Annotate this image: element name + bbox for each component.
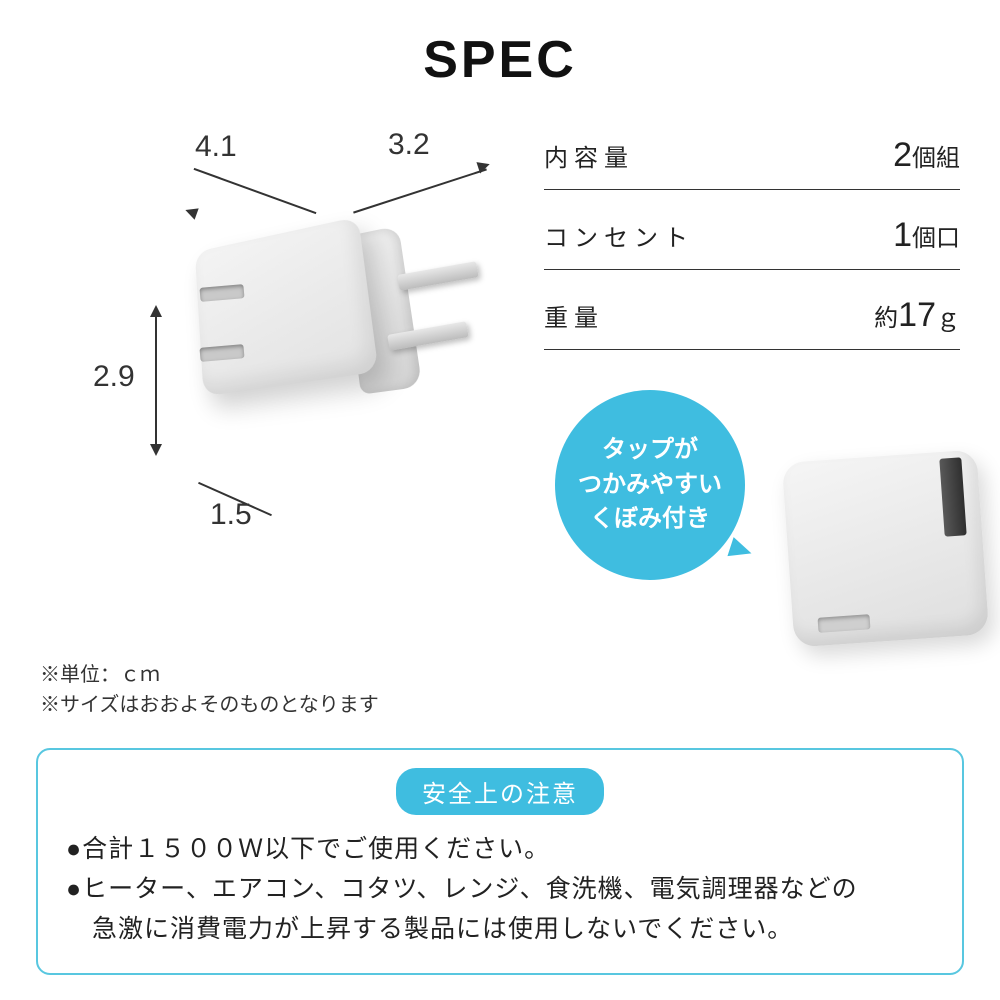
dim-thickness: 1.5: [210, 498, 252, 532]
page-title: SPEC: [0, 0, 1000, 90]
spec-row: コンセント 1個口: [544, 190, 960, 270]
diagram-panel: 4.1 3.2 2.9 1.5: [40, 110, 514, 590]
arrowhead: [150, 305, 162, 317]
warning-heading: 安全上の注意: [396, 768, 604, 815]
warning-body: ●合計１５００Ｗ以下でご使用ください。 ●ヒーター、エアコン、コタツ、レンジ、食…: [66, 829, 934, 949]
note-line: ※単位：ｃｍ: [40, 660, 960, 690]
dim-height: 2.9: [93, 360, 135, 394]
product-thumbnail: [770, 438, 1000, 653]
dim-width: 3.2: [388, 128, 430, 162]
dim-depth: 4.1: [195, 130, 237, 164]
dim-arrow: [353, 168, 487, 213]
spec-value: 2個組: [893, 136, 960, 175]
spec-row: 内容量 2個組: [544, 110, 960, 190]
dim-arrow: [194, 168, 317, 214]
arrowhead: [150, 444, 162, 456]
spec-label: 重量: [544, 298, 604, 333]
warning-line: ●ヒーター、エアコン、コタツ、レンジ、食洗機、電気調理器などの 急激に消費電力が…: [66, 869, 934, 949]
warning-line: ●合計１５００Ｗ以下でご使用ください。: [66, 829, 934, 869]
footnotes: ※単位：ｃｍ ※サイズはおおよそのものとなります: [0, 660, 1000, 720]
note-line: ※サイズはおおよそのものとなります: [40, 690, 960, 720]
spec-value: 1個口: [893, 216, 960, 255]
spec-label: 内容量: [544, 138, 634, 173]
callout-bubble: タップが つかみやすい くぼみ付き: [555, 390, 745, 580]
callout-text: タップが つかみやすい くぼみ付き: [578, 433, 722, 537]
spec-label: コンセント: [544, 218, 694, 253]
arrowhead: [183, 204, 198, 219]
dim-arrow: [155, 310, 157, 450]
spec-value: 約17ｇ: [874, 296, 960, 335]
arrowhead: [476, 158, 491, 173]
safety-warning: 安全上の注意 ●合計１５００Ｗ以下でご使用ください。 ●ヒーター、エアコン、コタ…: [36, 748, 964, 975]
spec-row: 重量 約17ｇ: [544, 270, 960, 350]
product-illustration: [180, 220, 420, 410]
